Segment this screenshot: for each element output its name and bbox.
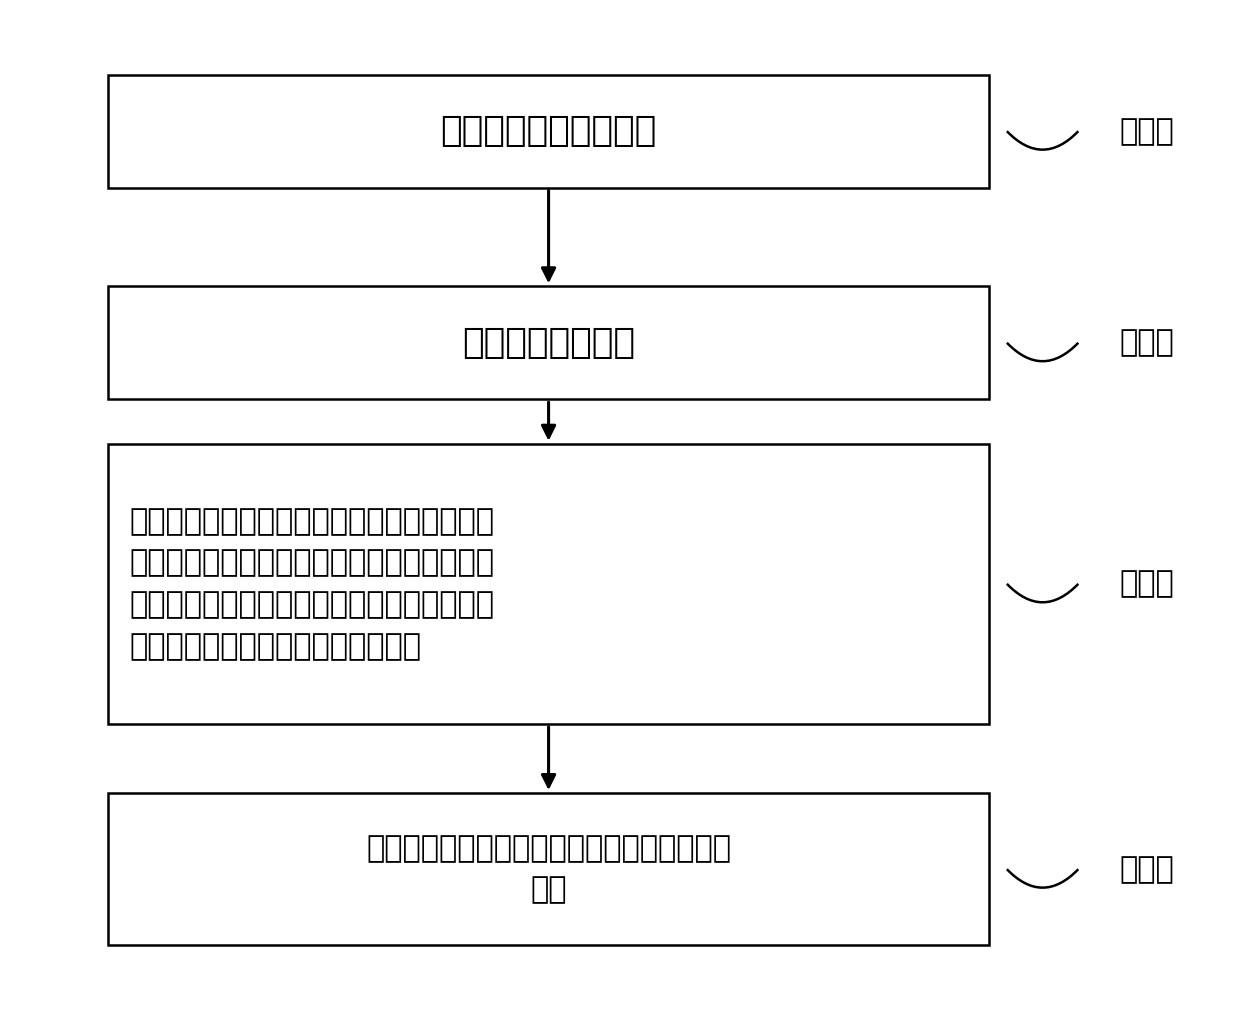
Text: 步骤三: 步骤三: [1120, 569, 1174, 599]
Text: 压力传感器初始化: 压力传感器初始化: [463, 326, 635, 360]
Text: 步骤二: 步骤二: [1120, 328, 1174, 358]
Bar: [108, 75, 990, 188]
Text: 数据处理装置进行数据处理，并建立线性回归
方程: 数据处理装置进行数据处理，并建立线性回归 方程: [366, 834, 732, 904]
Bar: [108, 286, 990, 400]
Bar: [108, 793, 990, 945]
Text: 安放冲击荷载计量装置: 安放冲击荷载计量装置: [440, 114, 657, 149]
Text: 步骤四: 步骤四: [1120, 855, 1174, 884]
Bar: [108, 444, 990, 724]
Text: 压力传感器采集压力信号，并将压力信号传输
至数据采集装置，数据采集装置采集压力传感
器的压力信号并将压力信号处理得到冲击荷载
值，冲击荷载值传输至数据处理装置: 压力传感器采集压力信号，并将压力信号传输 至数据采集装置，数据采集装置采集压力传…: [129, 507, 495, 661]
Text: 步骤一: 步骤一: [1120, 117, 1174, 146]
